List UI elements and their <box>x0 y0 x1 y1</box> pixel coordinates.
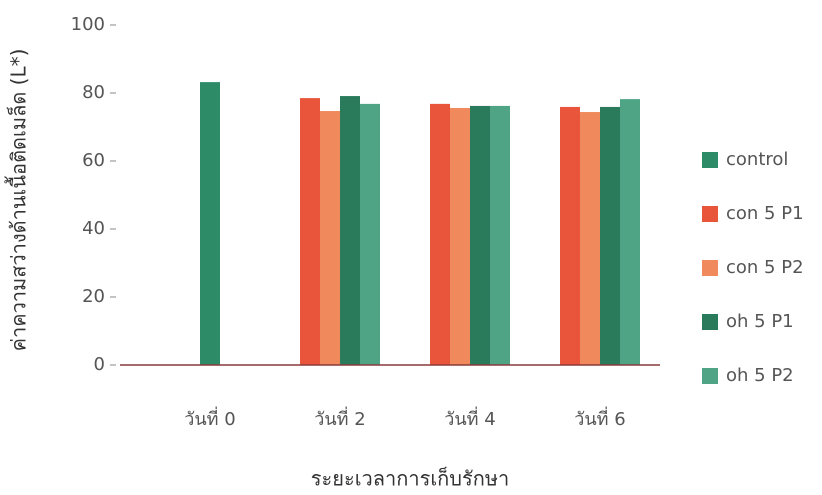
bar <box>300 98 320 365</box>
y-tick-label: 0 <box>94 354 105 375</box>
y-tick-label: 60 <box>82 150 105 171</box>
y-tick-label: 100 <box>71 14 105 35</box>
legend-swatch <box>702 152 718 168</box>
legend-label: con 5 P1 <box>726 203 804 224</box>
y-tick-label: 20 <box>82 286 105 307</box>
legend-label: oh 5 P1 <box>726 311 794 332</box>
legend-swatch <box>702 260 718 276</box>
legend-swatch <box>702 206 718 222</box>
bar <box>600 106 620 365</box>
x-tick-label: วันที่ 4 <box>444 406 495 430</box>
x-tick-label: วันที่ 2 <box>314 406 365 430</box>
bar <box>360 103 380 365</box>
bar <box>450 107 470 366</box>
legend-swatch <box>702 314 718 330</box>
legend-label: oh 5 P2 <box>726 365 794 386</box>
bar <box>430 103 450 365</box>
bar <box>580 112 600 365</box>
y-tick-label: 80 <box>82 82 105 103</box>
x-tick-label: วันที่ 6 <box>574 406 625 430</box>
bar <box>470 105 490 366</box>
bar <box>620 99 640 366</box>
legend-label: con 5 P2 <box>726 257 804 278</box>
bar <box>560 106 580 365</box>
bar <box>320 111 340 366</box>
legend-label: control <box>726 149 788 170</box>
x-tick-label: วันที่ 0 <box>184 406 235 430</box>
x-axis-title: ระยะเวลาการเก็บรักษา <box>311 466 510 491</box>
bar <box>490 105 510 366</box>
y-tick-label: 40 <box>82 218 105 239</box>
bar <box>340 96 360 365</box>
legend-swatch <box>702 368 718 384</box>
bar <box>200 82 220 366</box>
y-axis-title: ค่าความสว่างด้านเนื้อติดเมล็ด (L*) <box>5 49 31 352</box>
